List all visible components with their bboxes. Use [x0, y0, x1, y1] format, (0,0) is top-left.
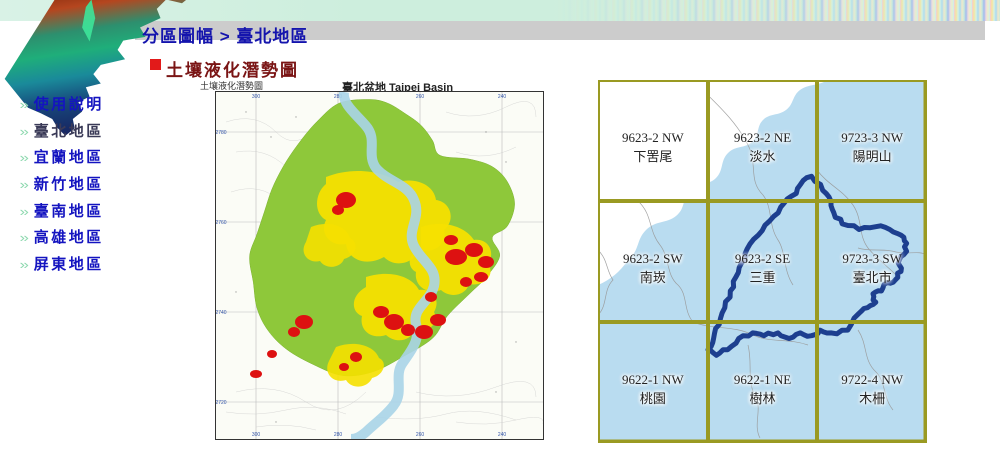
- svg-text:300: 300: [252, 94, 261, 100]
- svg-text:2740: 2740: [216, 310, 227, 316]
- svg-text:260: 260: [416, 94, 425, 100]
- svg-text:2780: 2780: [216, 130, 227, 136]
- svg-text:240: 240: [498, 94, 507, 100]
- svg-text:240: 240: [498, 432, 507, 438]
- svg-text:2760: 2760: [216, 220, 227, 226]
- svg-text:2720: 2720: [216, 400, 227, 406]
- svg-text:260: 260: [416, 432, 425, 438]
- svg-text:280: 280: [334, 432, 343, 438]
- svg-text:300: 300: [252, 432, 261, 438]
